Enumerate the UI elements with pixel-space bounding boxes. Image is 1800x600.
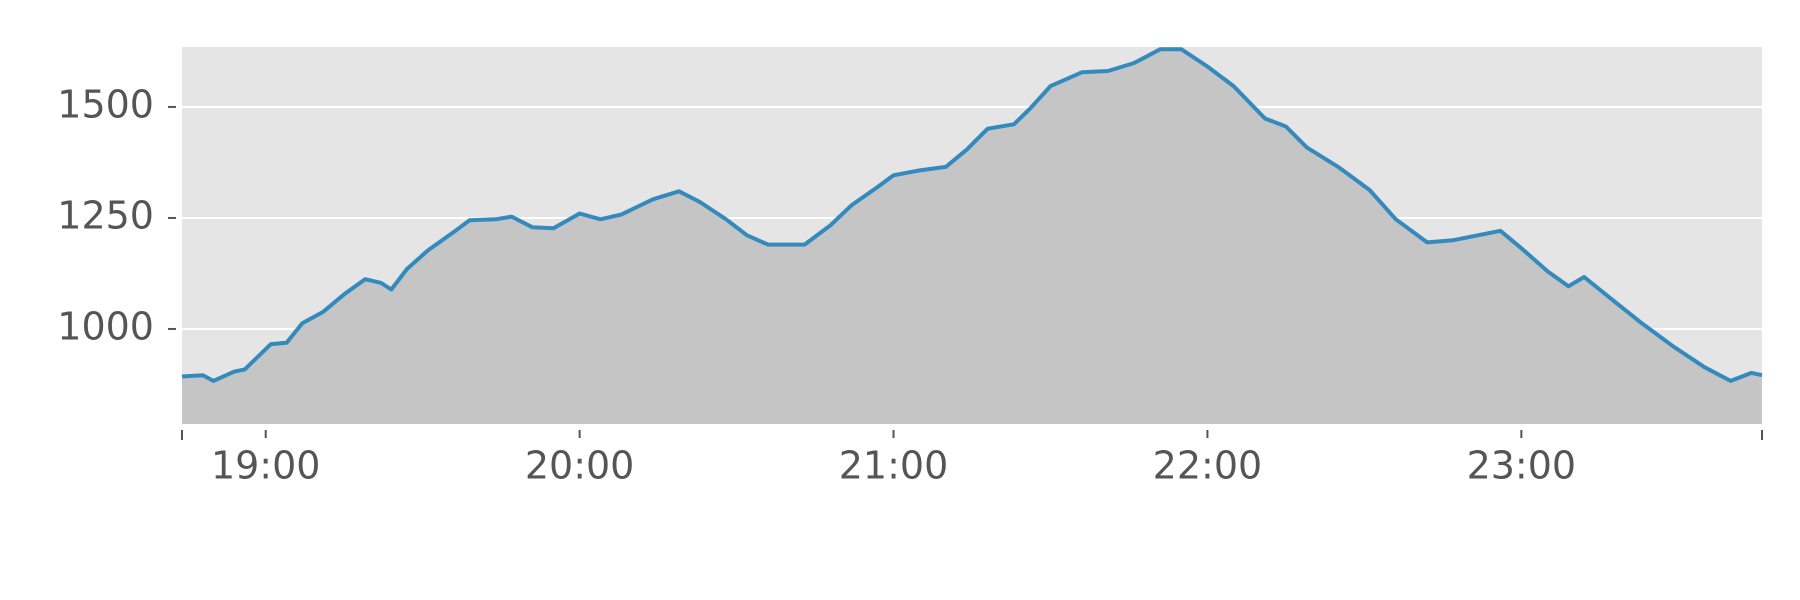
x-tick-label: 19:00 bbox=[211, 444, 321, 488]
x-tick-label: 23:00 bbox=[1467, 444, 1577, 488]
area-fill bbox=[182, 49, 1762, 424]
x-tick-label: 20:00 bbox=[525, 444, 635, 488]
y-tick-label: 1000 bbox=[57, 304, 154, 348]
line bbox=[181, 47, 1763, 383]
y-tick-label: 1250 bbox=[57, 193, 154, 237]
x-tick-label: 21:00 bbox=[839, 444, 949, 488]
x-tick-label: 22:00 bbox=[1153, 444, 1263, 488]
y-tick-label: 1500 bbox=[57, 82, 154, 126]
